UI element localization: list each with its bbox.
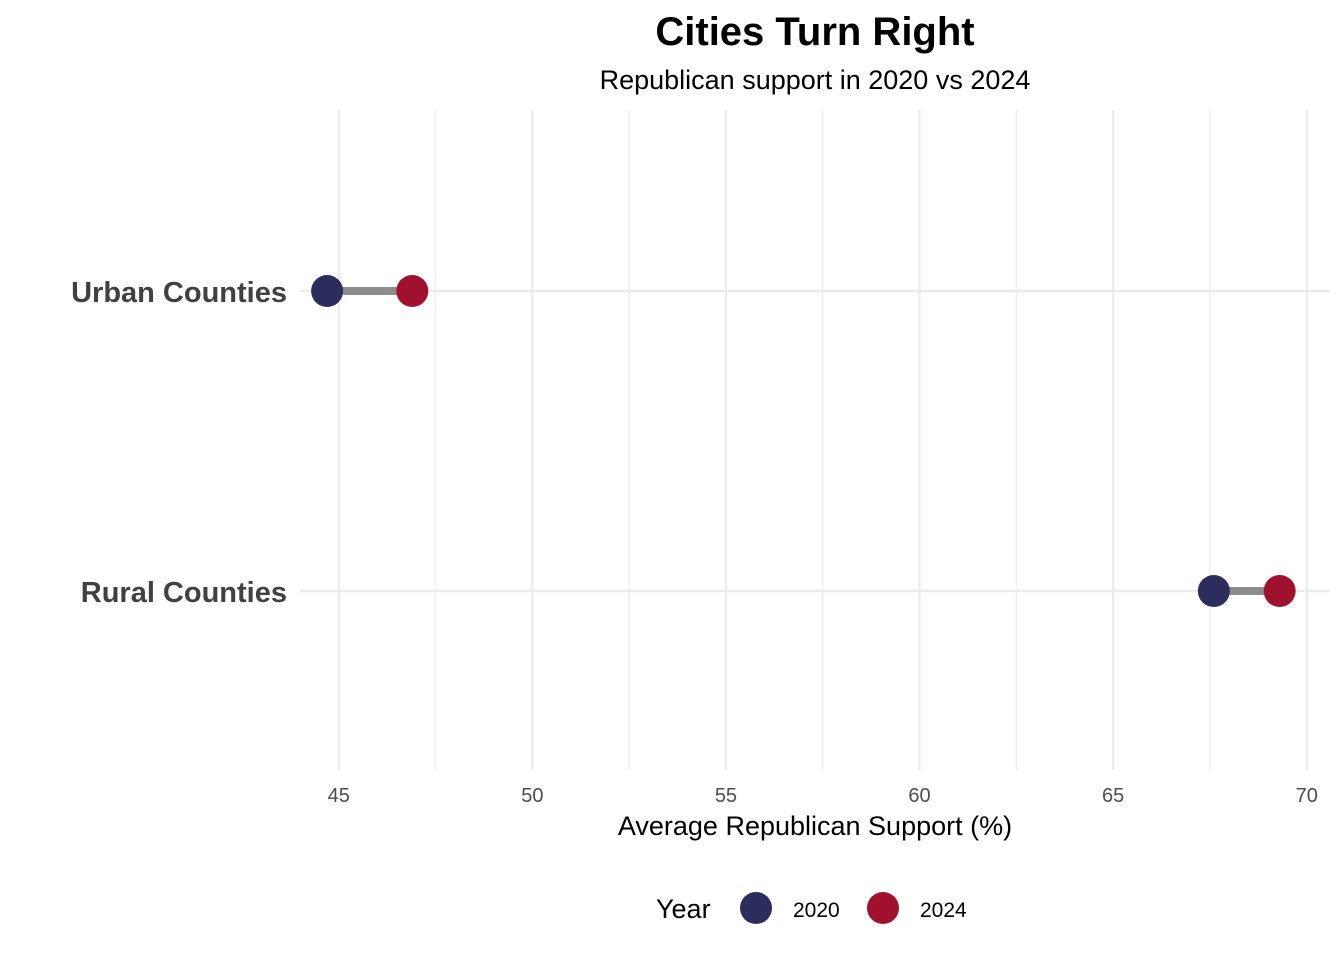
grid	[300, 110, 1330, 770]
points	[311, 275, 1296, 607]
x-tick-label: 45	[328, 785, 350, 807]
legend: Year 2020 2024	[656, 892, 967, 924]
point-2020	[311, 275, 344, 307]
x-tick-label: 70	[1296, 785, 1318, 807]
legend-title: Year	[656, 894, 711, 924]
x-axis-label: Average Republican Support (%)	[618, 811, 1012, 841]
y-tick-label: Rural Counties	[81, 577, 287, 609]
chart-title: Cities Turn Right	[655, 10, 974, 54]
x-tick-label: 60	[908, 785, 930, 807]
x-tick-label: 65	[1102, 785, 1124, 807]
x-tick-label: 55	[715, 785, 737, 807]
legend-key-2020	[740, 892, 772, 924]
x-axis-ticks: 45 50 55 60 65 70	[328, 785, 1318, 807]
chart-subtitle: Republican support in 2020 vs 2024	[600, 65, 1031, 95]
legend-label-2024: 2024	[920, 899, 967, 922]
point-2024	[396, 275, 429, 307]
category-axis: Urban Counties Rural Counties	[71, 277, 287, 609]
connectors	[327, 287, 1280, 595]
y-tick-label: Urban Counties	[71, 277, 287, 309]
point-2024	[1263, 575, 1296, 607]
legend-label-2020: 2020	[793, 899, 840, 922]
x-tick-label: 50	[521, 785, 543, 807]
point-2020	[1197, 575, 1230, 607]
legend-key-2024	[867, 892, 899, 924]
